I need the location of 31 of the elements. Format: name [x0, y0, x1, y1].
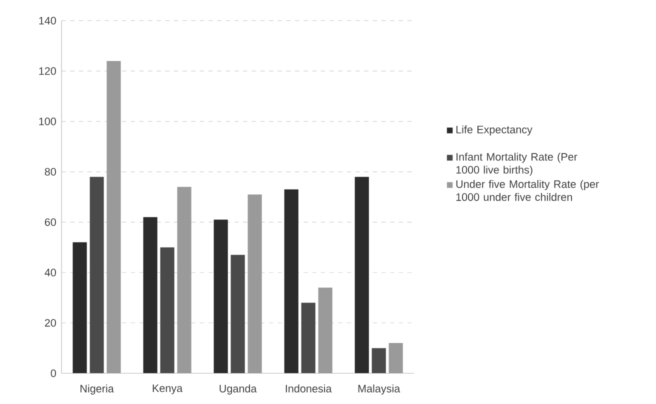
bar: [354, 176, 369, 374]
bar: [388, 343, 403, 374]
x-tick-label: Nigeria: [80, 384, 114, 395]
bar: [72, 242, 87, 374]
legend-label: Infant Mortality Rate (Per 1000 live births): [456, 152, 578, 176]
y-tick-label: 100: [39, 118, 56, 126]
x-tick-label: Kenya: [152, 384, 183, 394]
y-tick-label: 80: [44, 168, 56, 176]
bar: [284, 189, 298, 374]
bar: [372, 348, 386, 374]
y-tick-label: 140: [39, 16, 56, 24]
y-tick-label: 0: [50, 369, 56, 378]
y-tick-label: 20: [44, 319, 56, 327]
bar: [318, 288, 332, 374]
bar: [143, 217, 158, 374]
x-tick-label: Malaysia: [358, 384, 400, 395]
x-tick-label: Uganda: [220, 384, 257, 395]
bar: [230, 254, 245, 374]
legend-label: Life Expectancy: [456, 125, 532, 136]
bar: [248, 194, 262, 374]
y-tick-label: 120: [39, 67, 56, 75]
bar: [177, 186, 192, 374]
y-tick-label: 40: [44, 268, 56, 276]
bar: [160, 247, 174, 374]
x-tick-label: Indonesia: [286, 384, 332, 392]
y-tick-label: 60: [44, 218, 56, 226]
bar: [90, 176, 104, 374]
bar: [214, 220, 228, 374]
bar: [301, 302, 316, 374]
legend-label: Under five Mortality Rate (per 1000 under five children: [456, 180, 599, 201]
bar: [106, 60, 121, 374]
